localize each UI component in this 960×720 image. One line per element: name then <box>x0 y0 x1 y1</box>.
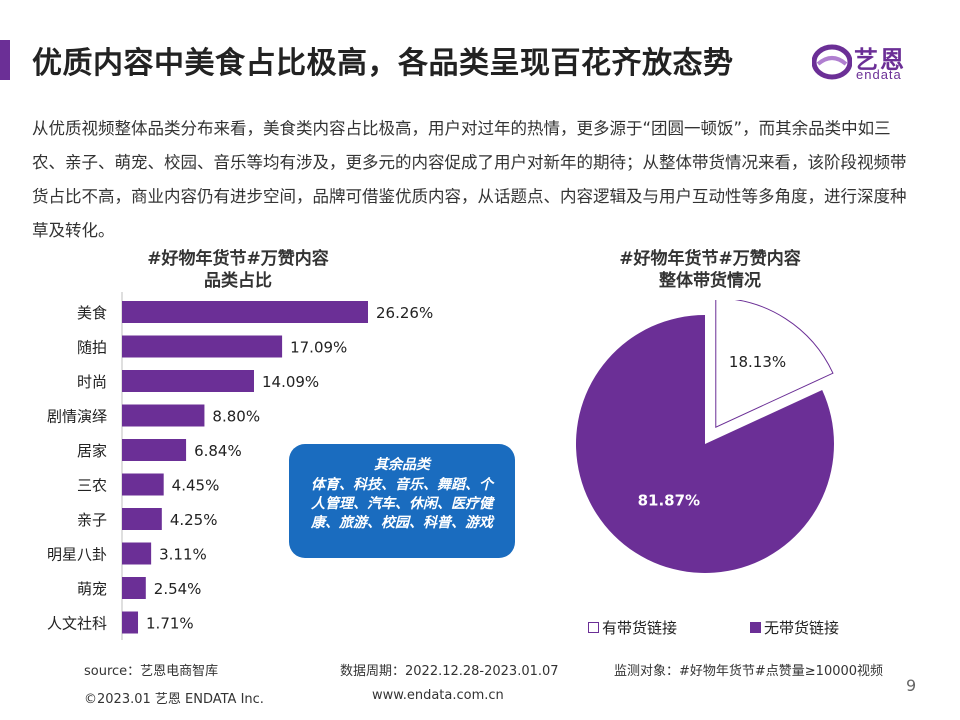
bar-5 <box>122 439 187 461</box>
pie-chart-title-line-2: 整体带货情况 <box>659 271 761 291</box>
bar-category-label: 三农 <box>77 477 107 495</box>
bar-chart-title-line-2: 品类占比 <box>204 271 272 291</box>
bar-value-label: 26.26% <box>376 304 433 322</box>
bar-category-label: 时尚 <box>77 373 107 391</box>
bar-value-label: 17.09% <box>290 339 347 357</box>
legend-with-link-swatch <box>588 622 599 633</box>
logo-en-text: endata <box>856 67 902 82</box>
bar-9 <box>122 577 146 599</box>
pie-slice-1 <box>715 300 834 428</box>
footer-source: source：艺恩电商智库 <box>84 664 219 679</box>
footer-period: 数据周期：2022.12.28-2023.01.07 <box>340 664 559 679</box>
bar-value-label: 14.09% <box>262 373 319 391</box>
bar-chart-title-line-1: #好物年货节#万赞内容 <box>147 249 329 269</box>
pie-chart-title-line-1: #好物年货节#万赞内容 <box>619 249 801 269</box>
pie-chart-title: #好物年货节#万赞内容 整体带货情况 <box>590 248 830 292</box>
callout-title: 其余品类 <box>374 457 430 473</box>
bar-10 <box>122 611 139 634</box>
footer-copyright: ©2023.01 艺恩 ENDATA Inc. <box>84 692 264 707</box>
sales-link-pie-chart: 18.13% 81.87% <box>576 300 834 573</box>
category-bar-chart: 美食 26.26% 随拍 17.09% 时尚 14.09% 剧情演绎 8.80% 居家 6.84%… <box>47 292 433 640</box>
endata-logo-icon <box>812 44 852 80</box>
bar-4 <box>122 404 205 427</box>
page-number: 9 <box>906 676 917 695</box>
bar-chart-title: #好物年货节#万赞内容 品类占比 <box>118 248 358 292</box>
pie-slice-2 <box>576 315 834 573</box>
bar-2 <box>122 335 283 358</box>
bar-category-label: 剧情演绎 <box>47 408 107 426</box>
bar-category-label: 明星八卦 <box>47 546 107 564</box>
bar-value-label: 2.54% <box>154 580 202 598</box>
bar-category-label: 美食 <box>77 304 107 322</box>
endata-logo: 艺恩 endata <box>812 40 930 84</box>
bar-value-label: 4.45% <box>172 477 220 495</box>
bar-value-label: 4.25% <box>170 511 218 529</box>
legend-without-link-swatch <box>750 622 761 633</box>
title-accent-bar <box>0 40 10 80</box>
logo-cn-text: 艺恩 <box>854 46 906 74</box>
bar-category-label: 随拍 <box>77 339 107 357</box>
legend-without-link: 无带货链接 <box>750 617 839 638</box>
intro-paragraph: 从优质视频整体品类分布来看，美食类内容占比极高，用户对过年的热情，更多源于“团圆… <box>32 119 907 240</box>
bar-3 <box>122 370 254 392</box>
bar-category-label: 萌宠 <box>77 580 107 598</box>
bar-value-label: 8.80% <box>212 408 260 426</box>
callout-body: 体育、科技、音乐、舞蹈、个人管理、汽车、休闲、医疗健康、旅游、校园、科普、游戏 <box>311 477 493 531</box>
bar-8 <box>122 542 152 565</box>
bar-category-label: 居家 <box>77 442 107 460</box>
bar-value-label: 6.84% <box>194 442 242 460</box>
legend-with-link: 有带货链接 <box>588 617 677 638</box>
footer-monitor: 监测对象：#好物年货节#点赞量≥10000视频 <box>614 664 884 679</box>
footer-website-link[interactable]: www.endata.com.cn <box>372 688 504 703</box>
other-categories-callout: 其余品类 体育、科技、音乐、舞蹈、个人管理、汽车、休闲、医疗健康、旅游、校园、科… <box>289 444 515 558</box>
bar-value-label: 3.11% <box>159 546 207 564</box>
legend-without-link-label: 无带货链接 <box>764 619 840 637</box>
bar-6 <box>122 473 164 496</box>
pie-slice-label: 81.87% <box>638 491 700 509</box>
bar-value-label: 1.71% <box>146 615 194 633</box>
pie-slice-label: 18.13% <box>729 353 786 371</box>
bar-7 <box>122 508 162 530</box>
page-title: 优质内容中美食占比极高，各品类呈现百花齐放态势 <box>32 46 734 81</box>
bar-1 <box>122 301 368 323</box>
legend-with-link-label: 有带货链接 <box>602 619 678 637</box>
bar-category-label: 人文社科 <box>47 615 107 633</box>
bar-category-label: 亲子 <box>77 511 107 529</box>
